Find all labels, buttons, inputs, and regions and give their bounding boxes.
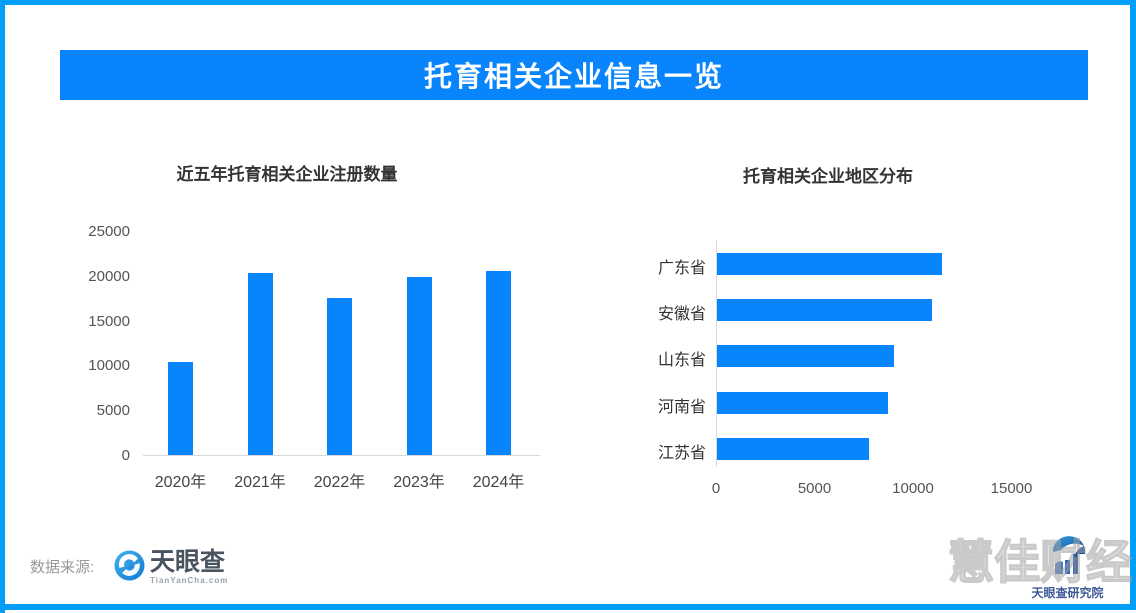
x-tick-0: 0	[711, 480, 721, 497]
research-institute-name: 天眼查研究院	[1031, 586, 1104, 600]
x-tick-10000: 10000	[892, 480, 934, 497]
x-category-2023年: 2023年	[393, 474, 445, 491]
tianyancha-name: 天眼查	[150, 548, 226, 576]
tianyancha-logo: 天眼查 TianYanCha.com	[114, 550, 228, 586]
x-category-2020年: 2020年	[154, 474, 207, 491]
bar-2020年	[168, 361, 193, 455]
frame-border-top	[0, 0, 1136, 5]
frame-border-left	[0, 0, 5, 613]
frame-border-bottom	[0, 604, 1130, 610]
y-tick-20000: 20000	[88, 267, 130, 285]
bar-2023年	[406, 276, 432, 455]
bar-山东省	[717, 345, 895, 368]
y-category-安徽省: 安徽省	[657, 306, 706, 324]
x-tick-5000: 5000	[797, 480, 832, 497]
research-institute-logo: 天眼查研究院	[1005, 530, 1130, 601]
tianyancha-eye-icon	[114, 550, 145, 586]
left-chart-baseline	[143, 455, 540, 456]
x-category-2022年: 2022年	[313, 474, 366, 491]
y-category-江苏省: 江苏省	[657, 444, 706, 462]
bar-广东省	[717, 253, 942, 275]
x-tick-15000: 15000	[990, 480, 1033, 497]
y-tick-15000: 15000	[88, 312, 130, 330]
x-category-2021年: 2021年	[234, 474, 286, 491]
frame-border-right	[1130, 0, 1136, 610]
bar-安徽省	[717, 299, 932, 322]
y-category-河南省: 河南省	[657, 398, 706, 416]
data-source-label: 数据来源:	[30, 559, 95, 576]
tianyancha-wordmark: 天眼查 TianYanCha.com	[150, 548, 229, 586]
right-chart-axis	[716, 240, 717, 467]
y-tick-0: 0	[121, 447, 130, 464]
y-tick-10000: 10000	[88, 357, 130, 375]
right-chart-title: 托育相关企业地区分布	[743, 167, 913, 186]
header-band: 托育相关企业信息一览	[60, 50, 1088, 100]
bar-2022年	[327, 298, 352, 455]
page-title: 托育相关企业信息一览	[423, 61, 724, 92]
bar-2021年	[247, 273, 273, 455]
bar-河南省	[717, 391, 889, 414]
y-category-广东省: 广东省	[657, 260, 706, 277]
y-tick-5000: 5000	[96, 402, 130, 420]
y-category-山东省: 山东省	[657, 352, 706, 370]
tianyancha-domain: TianYanCha.com	[150, 576, 229, 585]
y-tick-25000: 25000	[88, 223, 130, 240]
bar-2024年	[486, 271, 511, 455]
bar-江苏省	[717, 437, 869, 460]
left-chart-title: 近五年托育相关企业注册数量	[176, 165, 398, 184]
x-category-2024年: 2024年	[472, 474, 525, 491]
research-swoosh-icon	[1039, 536, 1097, 582]
